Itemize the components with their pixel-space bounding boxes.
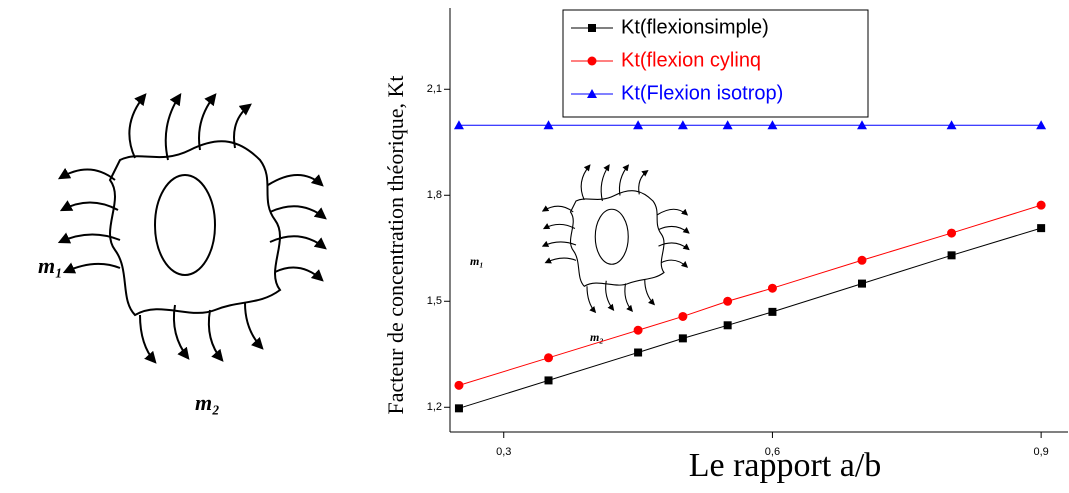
marker [858,279,866,288]
marker [857,255,867,265]
marker [1037,224,1046,233]
diagram-label: m₂ [195,390,220,415]
marker [677,120,688,130]
inset-label: m₁ [470,254,484,268]
marker [588,24,596,32]
y-tick-label: 1,2 [427,401,442,413]
marker [454,404,463,413]
marker [544,376,553,385]
marker [723,296,733,306]
x-axis-title: Le rapport a/b [689,447,882,484]
y-tick-label: 2,1 [427,83,442,95]
marker [634,348,643,357]
legend-box [562,9,869,118]
marker [767,120,778,130]
marker [454,380,464,390]
marker [587,56,597,66]
x-tick-label: 0,6 [765,446,780,458]
marker [543,120,554,130]
marker [723,321,732,330]
body-diagram [60,95,325,362]
legend-label: Kt(flexionsimple) [621,16,769,38]
marker [544,353,554,363]
marker [768,307,777,316]
marker [946,120,957,130]
marker [678,334,687,343]
marker [453,120,464,130]
x-tick-label: 0,9 [1033,446,1048,458]
marker [857,120,867,130]
y-axis-title: Facteur de concentration théorique, Kt [383,75,408,414]
marker [947,228,957,238]
y-tick-label: 1,5 [427,295,442,307]
chart: m₁ m₂ Facteur de concentration théorique… [383,8,1068,484]
diagram-label: m₁ [38,253,63,278]
legend-label: Kt(Flexion isotrop) [621,82,783,104]
marker [722,120,733,130]
y-tick-label: 1,8 [427,189,442,201]
marker [1036,200,1046,210]
inset-diagram [543,165,689,312]
marker [1036,120,1047,130]
inset-label: m₂ [590,330,604,344]
x-tick-label: 0,3 [496,446,511,458]
marker [587,89,597,98]
marker [947,251,956,260]
marker [633,120,644,130]
marker [633,325,643,335]
legend-label: Kt(flexion cylinq [621,49,761,71]
marker [767,283,777,293]
marker [678,311,688,321]
